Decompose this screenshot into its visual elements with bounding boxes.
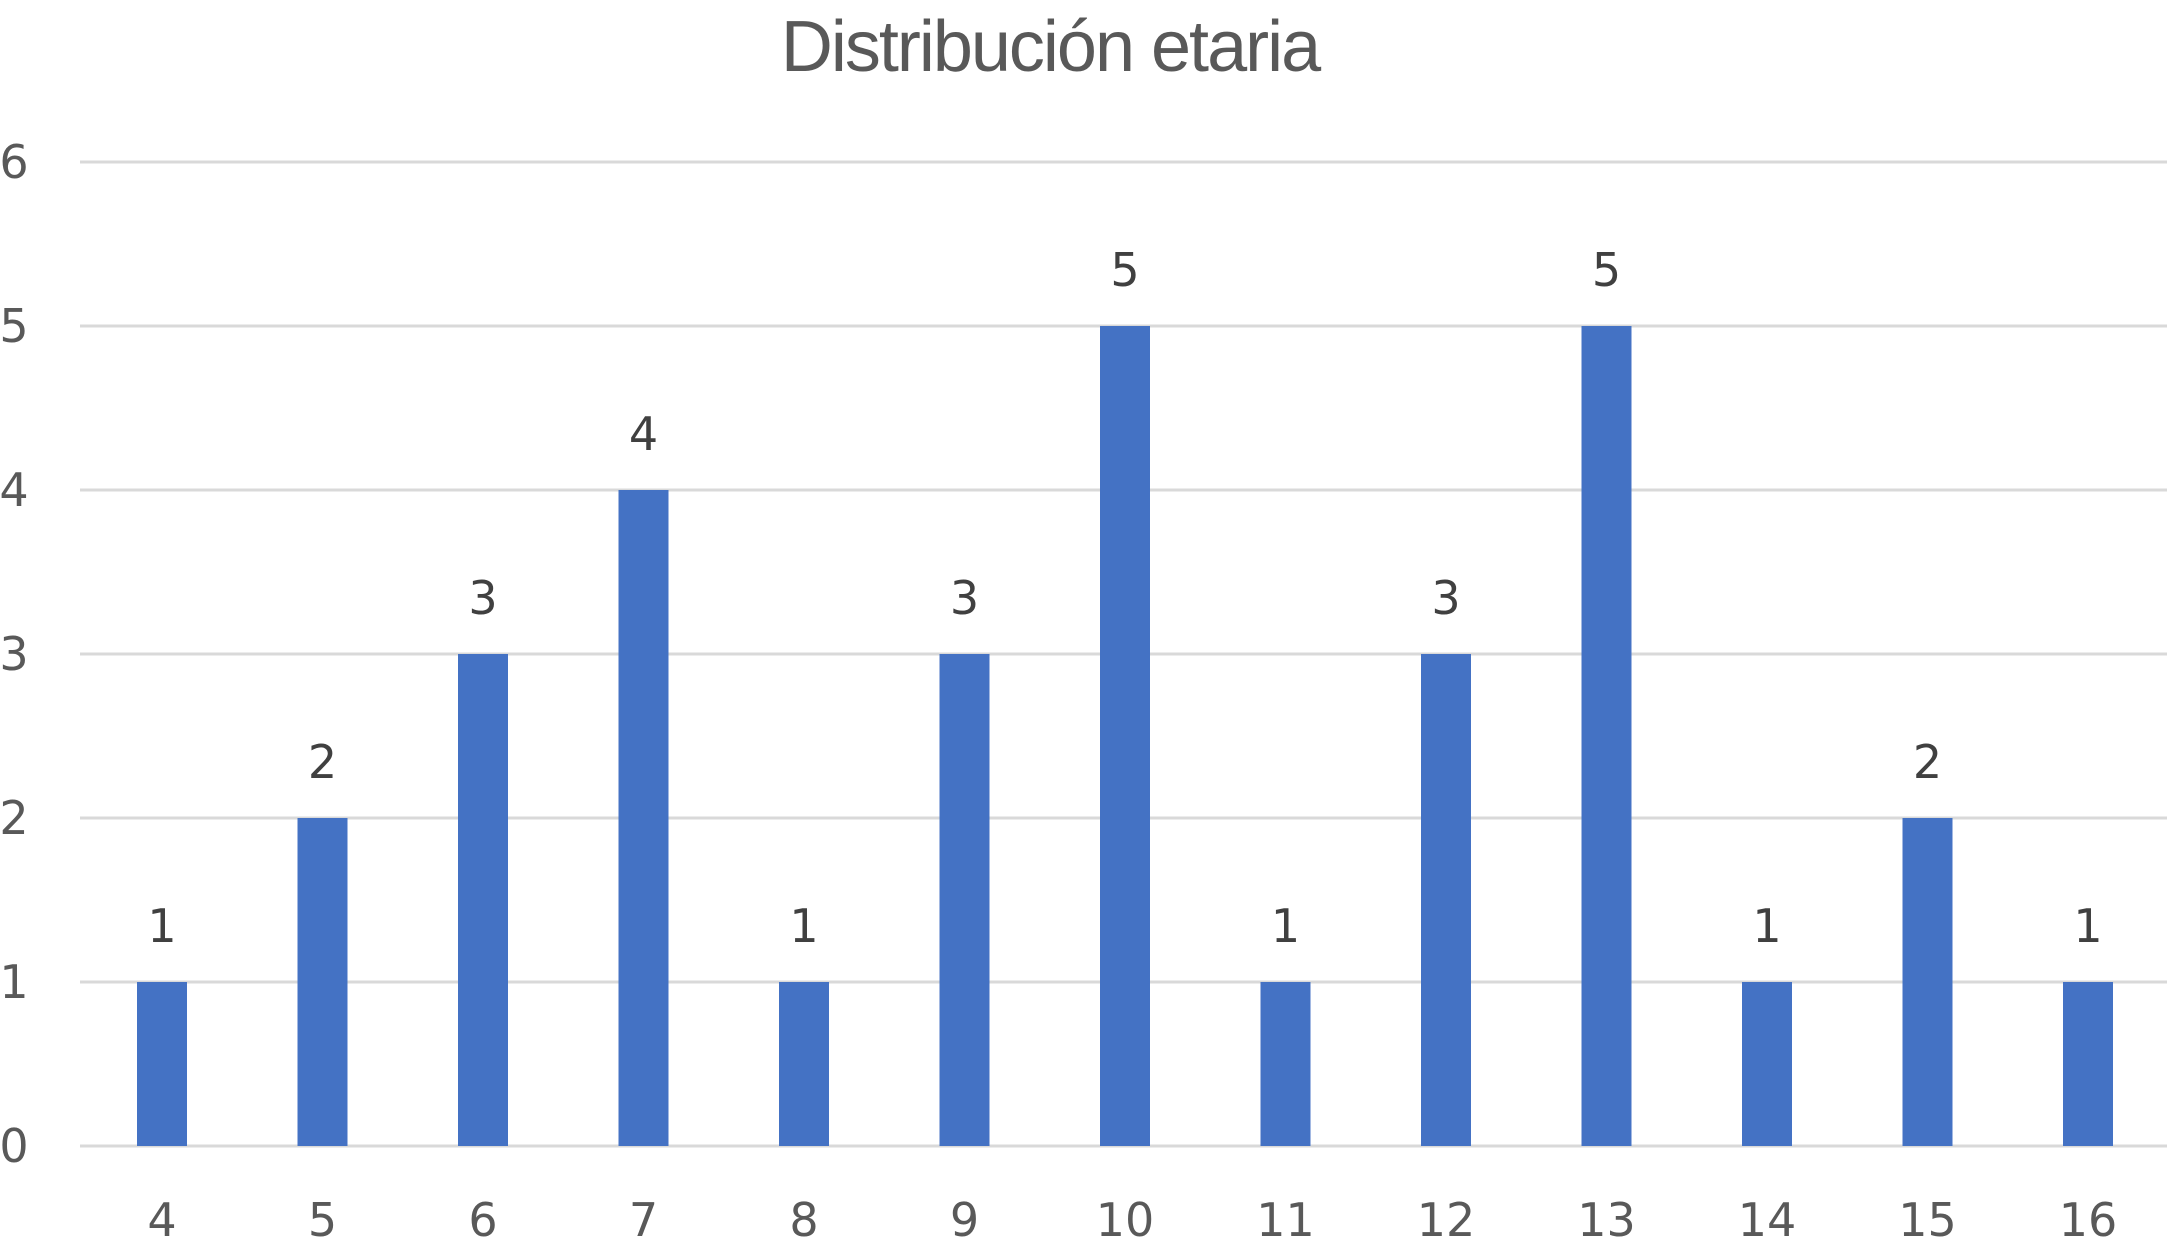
x-tick-label-11: 11 — [1256, 1193, 1315, 1238]
data-label-9: 3 — [950, 571, 979, 625]
y-tick-label: 5 — [0, 299, 29, 353]
y-tick-label: 6 — [0, 135, 29, 189]
data-label-8: 1 — [789, 899, 818, 953]
data-label-12: 3 — [1431, 571, 1460, 625]
bar-8 — [779, 982, 829, 1146]
data-label-5: 2 — [308, 735, 337, 789]
bar-13 — [1581, 326, 1632, 1146]
x-tick-label-13: 13 — [1577, 1193, 1636, 1238]
bars — [137, 326, 2113, 1146]
bar-15 — [1902, 818, 1953, 1146]
x-tick-label-4: 4 — [147, 1193, 176, 1238]
x-tick-label-5: 5 — [308, 1193, 337, 1238]
x-tick-label-7: 7 — [629, 1193, 658, 1238]
y-tick-label: 0 — [0, 1119, 29, 1173]
bar-4 — [137, 982, 187, 1146]
data-label-16: 1 — [2073, 899, 2102, 953]
x-tick-label-9: 9 — [950, 1193, 979, 1238]
x-tick-label-15: 15 — [1898, 1193, 1957, 1238]
bar-5 — [297, 818, 348, 1146]
x-tick-label-14: 14 — [1738, 1193, 1797, 1238]
x-tick-label-8: 8 — [789, 1193, 818, 1238]
bar-12 — [1421, 654, 1471, 1146]
data-label-13: 5 — [1592, 243, 1621, 297]
data-labels: 1 2 3 4 1 3 5 1 3 5 1 2 1 — [147, 243, 2102, 953]
data-label-7: 4 — [629, 407, 658, 461]
x-tick-label-12: 12 — [1417, 1193, 1476, 1238]
bar-11 — [1260, 982, 1311, 1146]
bar-10 — [1100, 326, 1150, 1146]
chart-title: Distribución etaria — [780, 7, 1321, 87]
data-label-6: 3 — [468, 571, 497, 625]
x-tick-label-6: 6 — [468, 1193, 497, 1238]
bar-9 — [939, 654, 990, 1146]
data-label-11: 1 — [1271, 899, 1300, 953]
y-tick-label: 3 — [0, 627, 29, 681]
y-tick-label: 1 — [0, 955, 29, 1009]
x-tick-label-16: 16 — [2059, 1193, 2118, 1238]
x-tick-label-10: 10 — [1096, 1193, 1155, 1238]
bar-7 — [618, 490, 669, 1146]
y-tick-label: 4 — [0, 463, 29, 517]
data-label-14: 1 — [1752, 899, 1781, 953]
y-tick-label: 2 — [0, 791, 29, 845]
data-label-4: 1 — [147, 899, 176, 953]
y-axis: 0 1 2 3 4 5 6 — [0, 135, 29, 1173]
bar-14 — [1742, 982, 1792, 1146]
data-label-10: 5 — [1110, 243, 1139, 297]
bar-16 — [2063, 982, 2113, 1146]
x-axis: 4 5 6 7 8 9 10 11 12 13 14 15 16 — [147, 1193, 2117, 1238]
bar-6 — [458, 654, 508, 1146]
data-label-15: 2 — [1913, 735, 1942, 789]
